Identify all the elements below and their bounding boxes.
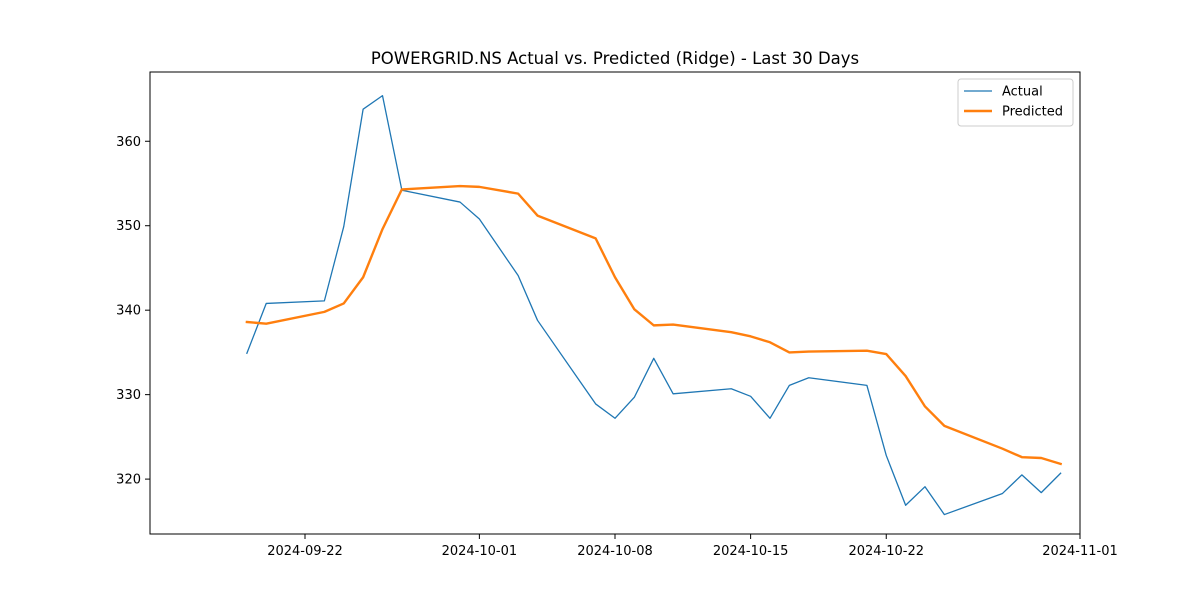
legend-label-actual: Actual: [1002, 85, 1043, 100]
y-tick-label: 320: [116, 473, 141, 488]
legend: Actual Predicted: [957, 78, 1074, 127]
series-line-actual: [246, 95, 1062, 516]
x-tick-label: 2024-09-22: [267, 544, 343, 559]
y-tick-label: 340: [116, 304, 141, 319]
y-tick-label: 350: [116, 219, 141, 234]
x-tick-label: 2024-10-08: [577, 544, 653, 559]
x-tick-label: 2024-10-01: [442, 544, 518, 559]
x-tick-label: 2024-10-22: [848, 544, 924, 559]
y-tick-label: 330: [116, 388, 141, 403]
axis-ticks: 2024-09-22 2024-10-01 2024-10-08 2024-10-15…: [116, 135, 1118, 559]
x-tick-label: 2024-11-01: [1042, 544, 1118, 559]
x-tick-label: 2024-10-15: [713, 544, 789, 559]
chart-title: POWERGRID.NS Actual vs. Predicted (Ridge…: [371, 49, 859, 68]
y-tick-label: 360: [116, 135, 141, 150]
plot-frame: [149, 71, 1081, 535]
legend-label-predicted: Predicted: [1002, 105, 1063, 120]
series-line-predicted: [245, 184, 1063, 466]
series-lines: [245, 95, 1063, 516]
